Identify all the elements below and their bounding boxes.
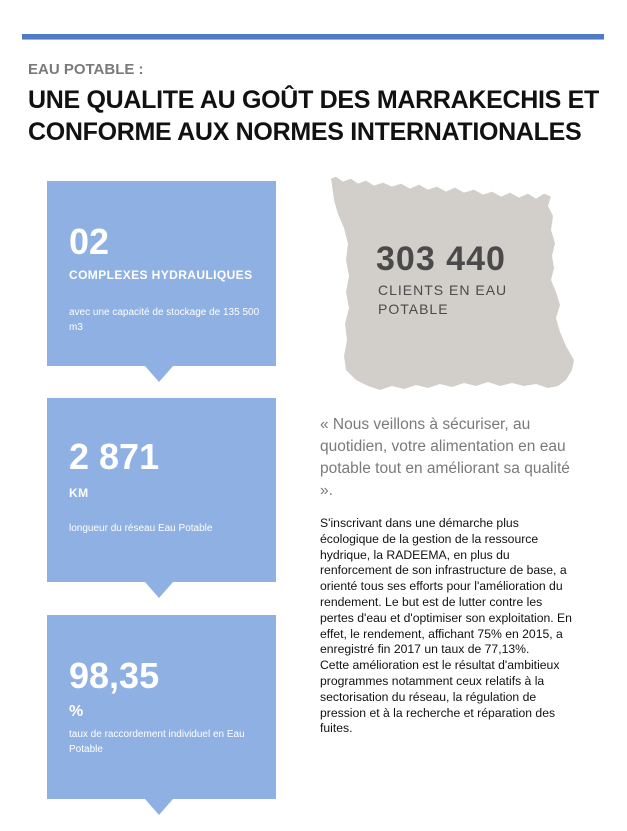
stat-unit: KM [69,486,89,500]
map-border-line [330,175,552,199]
stat-card-network-length: 2 871 KM longueur du réseau Eau Potable [47,398,276,598]
stat-pointer [145,582,173,598]
stat-value: 02 [69,221,110,262]
body-text: S'inscrivant dans une démarche plus écol… [320,516,572,737]
header-rule-shadow [22,39,604,40]
clients-label: CLIENTS EN EAU POTABLE [378,282,508,317]
header-rule [22,34,604,39]
stat-card-complexes: 02 COMPLEXES HYDRAULIQUES avec une capac… [47,181,276,382]
clients-count: 303 440 [376,240,506,278]
stat-value: 98,35 [69,655,160,696]
page-title: UNE QUALITE AU GOÛT DES MARRAKECHIS ET C… [28,86,600,146]
stat-description: longueur du réseau Eau Potable [69,523,213,534]
section-kicker: EAU POTABLE : [28,61,144,78]
body-paragraph: S'inscrivant dans une démarche plus écol… [320,516,572,657]
stat-unit: COMPLEXES HYDRAULIQUES [69,268,253,282]
stat-card-connection-rate: 98,35 % taux de raccordement individuel … [47,615,276,815]
stat-pointer [145,799,173,815]
stat-unit: % [69,703,84,720]
pull-quote: « Nous veillons à sécuriser, au quotidie… [320,416,570,499]
stat-value: 2 871 [69,436,160,477]
stat-description: avec une capacité de stockage de 135 500… [69,307,260,333]
stat-pointer [145,366,173,382]
stat-description: taux de raccordement individuel en Eau P… [69,729,245,755]
body-paragraph: Cette amélioration est le résultat d'amb… [320,658,560,736]
